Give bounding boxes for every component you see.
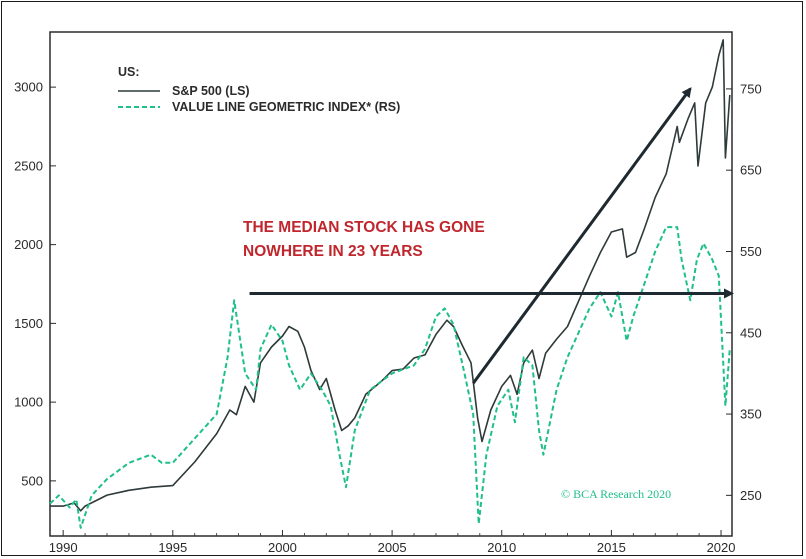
x-tick-label: 2010: [487, 540, 516, 555]
diagonal-arrow: [472, 87, 692, 385]
annotation-line-1: THE MEDIAN STOCK HAS GONE: [243, 219, 485, 236]
y-left-tick-label: 500: [21, 473, 43, 488]
y-right-tick-label: 350: [740, 407, 762, 422]
y-left-tick-label: 2500: [14, 158, 43, 173]
source-credit: © BCA Research 2020: [561, 487, 671, 501]
plot-area: [49, 31, 733, 537]
legend-label-valueline: VALUE LINE GEOMETRIC INDEX* (RS): [172, 100, 400, 114]
x-tick-label: 2015: [597, 540, 626, 555]
annotation: THE MEDIAN STOCK HAS GONE NOWHERE IN 23 …: [243, 219, 485, 260]
y-left-tick-label: 1500: [14, 316, 43, 331]
legend-title: US:: [118, 65, 140, 79]
x-tick-label: 1995: [158, 540, 187, 555]
series-layer: [49, 39, 731, 529]
annotation-line-2: NOWHERE IN 23 YEARS: [243, 243, 423, 260]
y-right-tick-label: 250: [740, 488, 762, 503]
y-axis-left: 500 1000 1500 2000 2500 3000: [14, 80, 56, 488]
y-right-tick-label: 750: [740, 81, 762, 96]
series-line-valueline: [49, 226, 731, 529]
x-tick-label: 1990: [49, 540, 78, 555]
y-right-tick-label: 550: [740, 244, 762, 259]
x-tick-label: 2005: [378, 540, 407, 555]
y-left-tick-label: 1000: [14, 395, 43, 410]
y-right-tick-label: 650: [740, 163, 762, 178]
arrow-layer: [249, 87, 734, 385]
legend-label-sp500: S&P 500 (LS): [172, 84, 250, 98]
x-axis: 1990 1995 2000 2005 2010 2015 2020: [49, 530, 736, 555]
y-axis-right: 250 350 450 550 650 750: [726, 81, 762, 503]
y-left-tick-label: 3000: [14, 80, 43, 95]
series-line-sp500: [50, 39, 731, 512]
y-right-tick-label: 450: [740, 325, 762, 340]
x-tick-label: 2000: [268, 540, 297, 555]
y-left-tick-label: 2000: [14, 237, 43, 252]
legend: US: S&P 500 (LS) VALUE LINE GEOMETRIC IN…: [118, 65, 400, 114]
x-tick-label: 2020: [707, 540, 736, 555]
